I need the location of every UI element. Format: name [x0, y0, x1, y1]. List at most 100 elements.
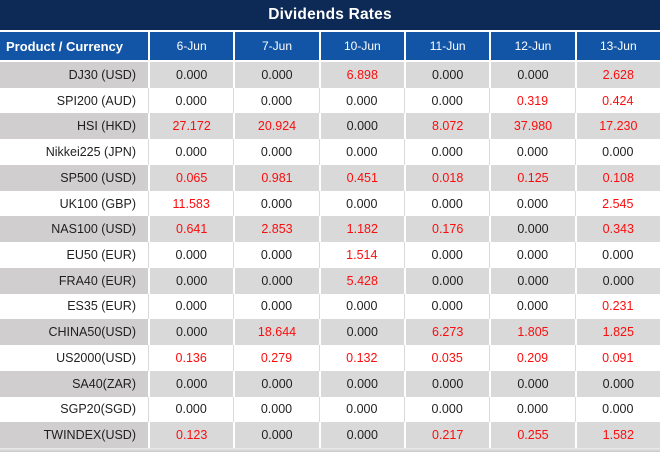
value-cell: 0.035: [403, 345, 490, 371]
value-cell: 18.644: [233, 319, 319, 346]
value-cell: 0.000: [574, 139, 660, 165]
value-cell: 0.000: [233, 370, 319, 397]
value-cell: 2.853: [233, 216, 319, 243]
value-cell: 0.000: [489, 242, 575, 268]
value-cell: 0.000: [403, 267, 490, 294]
column-header-row: Product / Currency 6-Jun 7-Jun 10-Jun 11-Ju…: [0, 32, 660, 62]
table-row: CHINA50(USD) 0.000 18.644 0.000 6.273 1.805 1.…: [0, 319, 660, 346]
product-cell: UK100 (GBP): [0, 190, 148, 217]
value-cell: 0.000: [489, 62, 575, 88]
value-cell: 0.424: [574, 87, 660, 114]
value-cell: 0.000: [403, 62, 490, 88]
value-cell: 0.000: [489, 139, 575, 165]
value-cell: 0.000: [489, 293, 575, 320]
value-cell: 0.000: [233, 190, 319, 217]
value-cell: 0.000: [233, 422, 319, 449]
value-cell: 6.273: [403, 319, 490, 346]
value-cell: 0.000: [148, 396, 234, 423]
value-cell: 0.000: [574, 370, 660, 397]
value-cell: 0.000: [489, 216, 575, 243]
value-cell: 0.000: [233, 87, 319, 114]
value-cell: 1.182: [318, 216, 404, 243]
value-cell: 0.000: [148, 293, 234, 320]
table-row: DJ30 (USD) 0.000 0.000 6.898 0.000 0.000 2.628: [0, 62, 660, 88]
value-cell: 2.545: [574, 190, 660, 217]
table-row: SP500 (USD) 0.065 0.981 0.451 0.018 0.125 0.10…: [0, 164, 660, 191]
value-cell: 0.000: [403, 139, 490, 165]
table-title: Dividends Rates: [0, 0, 660, 32]
value-cell: 0.319: [489, 87, 575, 114]
value-cell: 0.231: [574, 293, 660, 320]
value-cell: 5.428: [318, 267, 404, 294]
value-cell: 17.230: [574, 113, 660, 140]
product-cell: SPI200 (AUD): [0, 87, 148, 114]
value-cell: 0.000: [233, 242, 319, 268]
value-cell: 0.176: [403, 216, 490, 243]
value-cell: 0.123: [148, 422, 234, 449]
product-cell: NAS100 (USD): [0, 216, 148, 243]
value-cell: 0.000: [574, 267, 660, 294]
product-cell: FRA40 (EUR): [0, 267, 148, 294]
value-cell: 1.582: [574, 422, 660, 449]
value-cell: 0.000: [148, 62, 234, 88]
value-cell: 0.000: [233, 267, 319, 294]
value-cell: 0.000: [403, 190, 490, 217]
value-cell: 0.000: [148, 139, 234, 165]
value-cell: 20.924: [233, 113, 319, 140]
value-cell: 0.279: [233, 345, 319, 371]
value-cell: 0.000: [574, 242, 660, 268]
product-cell: EU50 (EUR): [0, 242, 148, 268]
value-cell: 0.000: [403, 370, 490, 397]
value-cell: 0.000: [318, 422, 404, 449]
column-header-7-jun: 7-Jun: [233, 32, 318, 60]
value-cell: 0.000: [318, 319, 404, 346]
value-cell: 0.000: [489, 267, 575, 294]
value-cell: 0.108: [574, 164, 660, 191]
value-cell: 0.000: [318, 139, 404, 165]
table-row: Nikkei225 (JPN) 0.000 0.000 0.000 0.000 0.000…: [0, 139, 660, 165]
value-cell: 6.898: [318, 62, 404, 88]
value-cell: 0.000: [403, 87, 490, 114]
value-cell: 8.072: [403, 113, 490, 140]
product-cell: Nikkei225 (JPN): [0, 139, 148, 165]
value-cell: 0.000: [148, 87, 234, 114]
value-cell: 0.136: [148, 345, 234, 371]
product-cell: SA40(ZAR): [0, 370, 148, 397]
product-currency-header: Product / Currency: [6, 38, 124, 54]
table-row: EU50 (EUR) 0.000 0.000 1.514 0.000 0.000 0.000: [0, 242, 660, 268]
value-cell: 0.091: [574, 345, 660, 371]
value-cell: 0.217: [403, 422, 490, 449]
table-row: NAS100 (USD) 0.641 2.853 1.182 0.176 0.000 0.3…: [0, 216, 660, 243]
column-header-11-jun: 11-Jun: [403, 32, 489, 60]
table-row: HSI (HKD) 27.172 20.924 0.000 8.072 37.980 17.…: [0, 113, 660, 140]
table-row: US2000(USD) 0.136 0.279 0.132 0.035 0.209 0.09…: [0, 345, 660, 371]
product-cell: US2000(USD): [0, 345, 148, 371]
table-row: SPI200 (AUD) 0.000 0.000 0.000 0.000 0.319 0.4…: [0, 87, 660, 114]
value-cell: 0.000: [233, 62, 319, 88]
value-cell: 0.000: [148, 319, 234, 346]
value-cell: 0.000: [403, 396, 490, 423]
value-cell: 0.641: [148, 216, 234, 243]
value-cell: 0.000: [489, 190, 575, 217]
table-row: ES35 (EUR) 0.000 0.000 0.000 0.000 0.000 0.231: [0, 293, 660, 320]
value-cell: 0.000: [318, 293, 404, 320]
value-cell: 0.000: [489, 396, 575, 423]
table-row: UK100 (GBP) 11.583 0.000 0.000 0.000 0.000 2.5…: [0, 190, 660, 217]
table-row: TWINDEX(USD) 0.123 0.000 0.000 0.217 0.255 1.5…: [0, 422, 660, 449]
table-row: SA40(ZAR) 0.000 0.000 0.000 0.000 0.000 0.000: [0, 370, 660, 397]
value-cell: 0.065: [148, 164, 234, 191]
value-cell: 27.172: [148, 113, 234, 140]
value-cell: 0.000: [233, 396, 319, 423]
table-body: DJ30 (USD) 0.000 0.000 6.898 0.000 0.000 2.628…: [0, 62, 660, 449]
value-cell: 0.000: [148, 242, 234, 268]
value-cell: 0.018: [403, 164, 490, 191]
product-cell: TWINDEX(USD): [0, 422, 148, 449]
column-header-10-jun: 10-Jun: [318, 32, 404, 60]
product-cell: SGP20(SGD): [0, 396, 148, 423]
table-row: SGP20(SGD) 0.000 0.000 0.000 0.000 0.000 0.000: [0, 396, 660, 423]
table-bottom-edge: [0, 448, 660, 452]
column-header-6-jun: 6-Jun: [148, 32, 233, 60]
product-cell: CHINA50(USD): [0, 319, 148, 346]
value-cell: 0.000: [403, 293, 490, 320]
